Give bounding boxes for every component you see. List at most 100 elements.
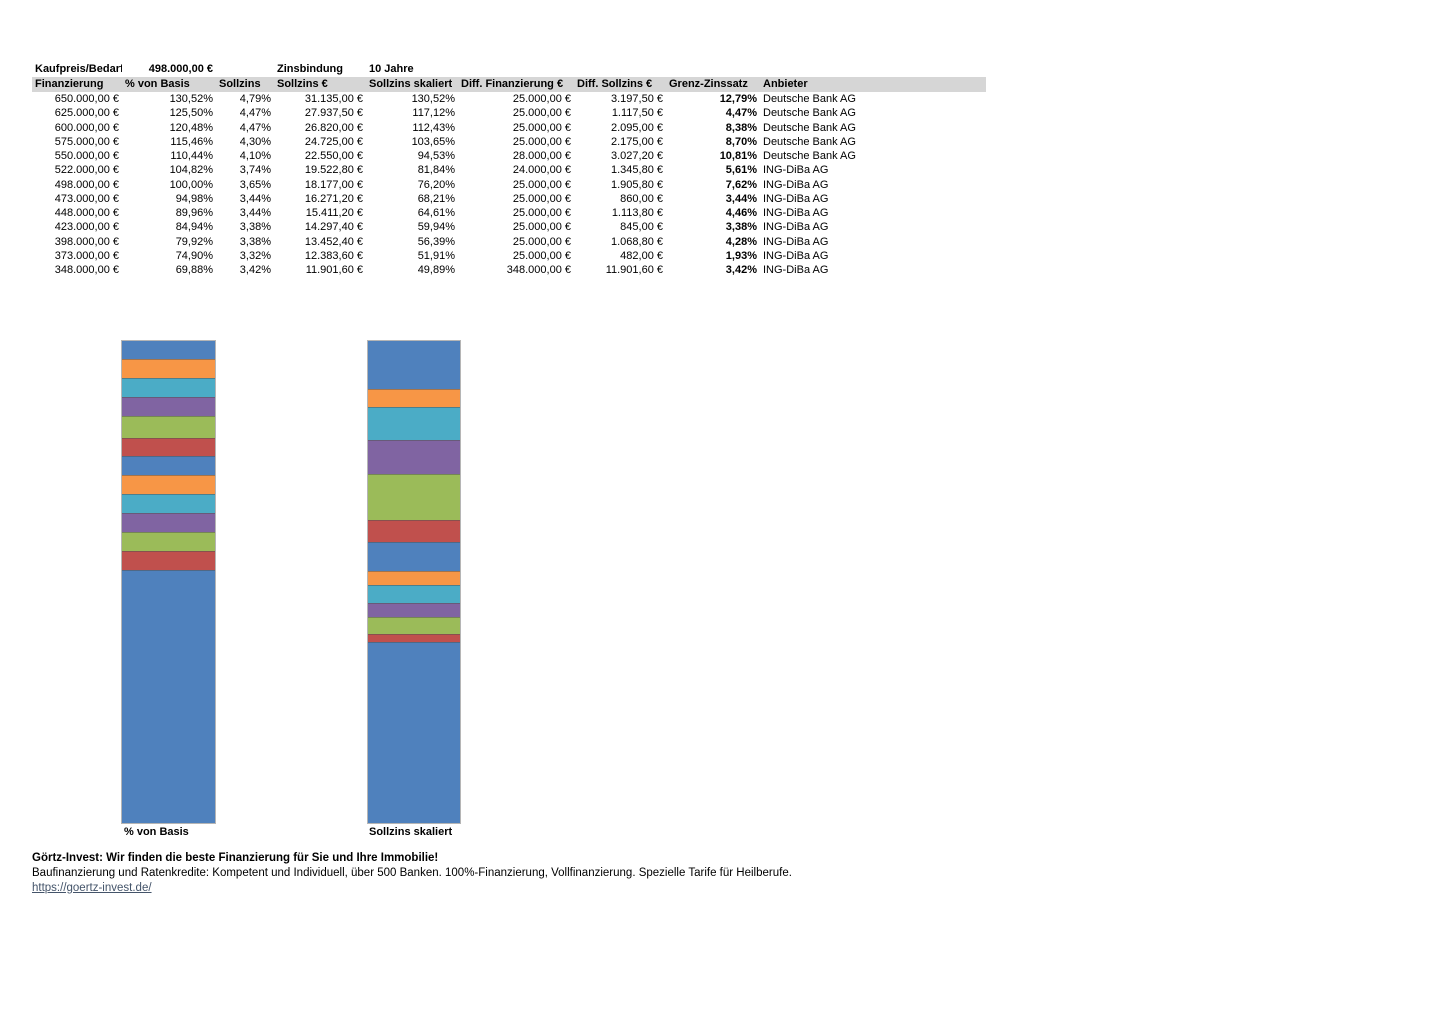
cell: 25.000,00 € [512, 221, 571, 234]
cell: 4,47% [239, 107, 271, 120]
cell: 120,48% [169, 121, 213, 134]
cell: 4,10% [239, 150, 271, 162]
cell: 3,38% [239, 221, 271, 234]
cell: Deutsche Bank AG [763, 121, 856, 134]
cell: 79,92% [175, 235, 213, 248]
cell: 103,65% [411, 135, 455, 148]
table-body: 650.000,00 € 130,52% 4,79% 31.135,00 € 130,5… [32, 92, 986, 277]
cell: 3.027,20 € [611, 150, 663, 162]
cell: 81,84% [417, 164, 455, 177]
cell: 100,00% [169, 178, 213, 191]
cell: 13.452,40 € [304, 235, 363, 248]
cell: 64,61% [417, 207, 455, 219]
zinsbindung-label: Zinsbindung [277, 63, 343, 75]
cell: ING-DiBa AG [763, 249, 829, 262]
cell: 1.345,80 € [611, 164, 663, 177]
bar-segment [368, 642, 460, 823]
cell: ING-DiBa AG [763, 221, 829, 234]
cell: 16.271,20 € [304, 192, 363, 205]
bar-segment [368, 389, 460, 408]
website-link[interactable]: https://goertz-invest.de/ [32, 881, 152, 894]
bar-segment [122, 359, 215, 379]
cell: 423.000,00 € [54, 221, 119, 234]
kaufpreis-value: 498.000,00 € [148, 63, 213, 75]
bar-segment [368, 473, 460, 521]
cell: 12.383,60 € [304, 249, 363, 262]
cell: Deutsche Bank AG [763, 93, 856, 105]
cell: 74,90% [175, 249, 213, 262]
cell: 49,89% [417, 264, 455, 276]
cell: Deutsche Bank AG [763, 135, 856, 148]
cell: 130,52% [411, 93, 455, 105]
cell: 104,82% [169, 164, 213, 177]
bar-segment [122, 437, 215, 456]
column-header: Sollzins [219, 78, 261, 90]
cell: 398.000,00 € [54, 235, 119, 248]
cell: ING-DiBa AG [763, 192, 829, 205]
cell: 473.000,00 € [54, 192, 119, 205]
cell: 348.000,00 € [506, 264, 571, 276]
table-row: 600.000,00 € 120,48% 4,47% 26.820,00 € 112,4… [32, 121, 986, 135]
cell: 11.901,60 € [605, 264, 663, 276]
cell: 4,28% [725, 235, 757, 248]
column-header: Diff. Sollzins € [577, 78, 653, 90]
table-row: 423.000,00 € 84,94% 3,38% 14.297,40 € 59,94%… [32, 220, 986, 234]
chart-axis-label-sollzins-skaliert: Sollzins skaliert [369, 826, 453, 838]
cell: 12,79% [719, 93, 757, 105]
column-header: Sollzins skaliert [369, 78, 453, 90]
cell: 3,44% [239, 192, 271, 205]
bar-segment [122, 494, 215, 514]
cell: 56,39% [417, 235, 455, 248]
bar-segment [368, 520, 460, 542]
column-header: % von Basis [125, 78, 190, 90]
cell: 3,44% [239, 207, 271, 219]
column-header: Anbieter [763, 78, 808, 90]
bar-segment [368, 571, 460, 586]
cell: 11.901,60 € [305, 264, 363, 276]
bar-segment [368, 439, 460, 474]
cell: 3,74% [239, 164, 271, 177]
footer-headline: Görtz-Invest: Wir finden die beste Finan… [32, 852, 439, 864]
cell: 117,12% [412, 107, 455, 120]
cell: 84,94% [175, 221, 213, 234]
cell: 550.000,00 € [54, 150, 119, 162]
cell: 448.000,00 € [54, 207, 119, 219]
cell: 59,94% [417, 221, 455, 234]
cell: 2.095,00 € [611, 121, 663, 134]
cell: 575.000,00 € [54, 135, 119, 148]
cell: 625.000,00 € [54, 107, 119, 120]
cell: 8,70% [725, 135, 757, 148]
cell: 4,47% [239, 121, 271, 134]
cell: 26.820,00 € [304, 121, 363, 134]
table-row: 575.000,00 € 115,46% 4,30% 24.725,00 € 103,6… [32, 135, 986, 149]
cell: 373.000,00 € [54, 249, 119, 262]
cell: Deutsche Bank AG [763, 107, 856, 120]
table-header-row: Finanzierung % von Basis Sollzins Sollzins … [32, 77, 986, 92]
info-row: Kaufpreis/Bedarf 498.000,00 € Zinsbindun… [32, 62, 986, 77]
bar-segment [122, 570, 215, 824]
cell: 15.411,20 € [305, 207, 363, 219]
bar-segment [368, 603, 460, 617]
cell: 3,38% [725, 221, 757, 234]
cell: 25.000,00 € [512, 93, 571, 105]
zinsbindung-value: 10 Jahre [369, 63, 414, 75]
cell: 18.177,00 € [304, 178, 363, 191]
cell: 3,42% [239, 264, 271, 276]
cell: ING-DiBa AG [763, 178, 829, 191]
cell: 28.000,00 € [512, 150, 571, 162]
cell: 25.000,00 € [512, 235, 571, 248]
cell: 482,00 € [620, 249, 663, 262]
cell: 7,62% [725, 178, 757, 191]
bar-segment [122, 474, 215, 495]
table-row: 473.000,00 € 94,98% 3,44% 16.271,20 € 68,21%… [32, 192, 986, 206]
bar-segment [368, 541, 460, 572]
column-header: Sollzins € [277, 78, 328, 90]
kaufpreis-label: Kaufpreis/Bedarf [35, 63, 122, 75]
spacer-cell [216, 62, 274, 77]
cell: 4,46% [725, 207, 757, 219]
table-row: 625.000,00 € 125,50% 4,47% 27.937,50 € 117,1… [32, 106, 986, 120]
cell: 25.000,00 € [512, 121, 571, 134]
cell: 4,47% [725, 107, 757, 120]
bar-segment [368, 634, 460, 643]
table-row: 398.000,00 € 79,92% 3,38% 13.452,40 € 56,39%… [32, 235, 986, 249]
